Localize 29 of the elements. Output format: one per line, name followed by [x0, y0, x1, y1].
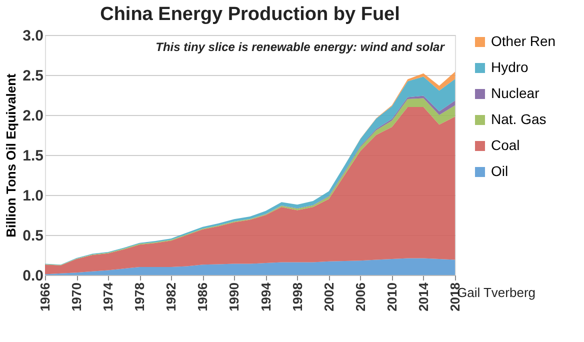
legend-label: Nuclear	[491, 85, 540, 101]
x-tick-label: 1982	[164, 282, 179, 312]
y-tick-label: 3.0	[22, 28, 44, 44]
legend-label: Coal	[491, 137, 520, 153]
x-tick-label: 2010	[384, 282, 400, 312]
legend-label: Oil	[491, 163, 508, 179]
y-tick-label: 0.0	[22, 268, 44, 284]
chart-title: China Energy Production by Fuel	[100, 4, 400, 25]
legend-label: Other Ren	[491, 33, 556, 49]
legend-label: Hydro	[491, 59, 529, 75]
annotation: This tiny slice is renewable energy: wind and solar	[156, 40, 446, 54]
x-tick-label: 1966	[38, 282, 52, 312]
y-tick-label: 2.5	[22, 68, 44, 84]
x-tick-label: 2002	[321, 282, 336, 312]
x-tick-label: 1998	[290, 282, 305, 312]
y-tick-label: 1.5	[22, 148, 44, 164]
x-tick-label: 2006	[352, 282, 368, 312]
y-tick-label: 0.5	[22, 228, 44, 244]
y-tick-label: 2.0	[22, 108, 44, 124]
x-tick-label: 2014	[416, 282, 431, 312]
y-axis-title: Billion Tons Oil Equivalent	[4, 72, 19, 238]
x-tick-label: 1986	[195, 282, 210, 312]
y-tick-label: 1.0	[22, 188, 44, 204]
x-tick-label: 1970	[69, 282, 84, 312]
x-tick-label: 1978	[132, 282, 148, 312]
x-tick-label: 1990	[226, 282, 242, 312]
x-tick-label: 1994	[258, 282, 274, 312]
legend-label: Nat. Gas	[491, 111, 546, 127]
x-tick-label: 1974	[100, 282, 116, 312]
